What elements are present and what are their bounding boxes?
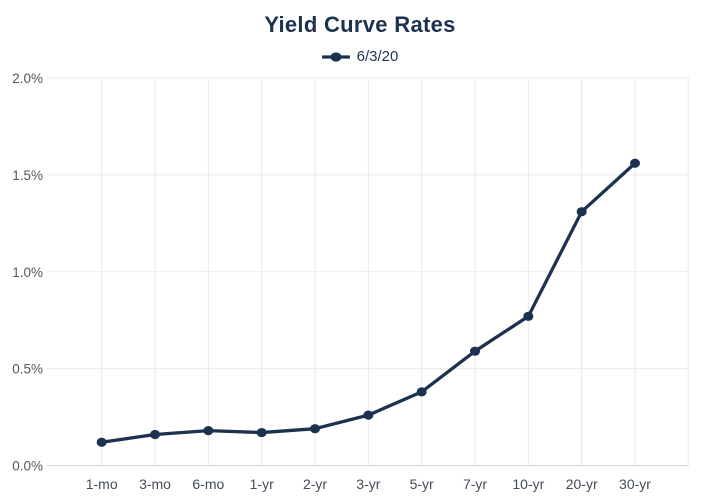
data-point[interactable] (256, 427, 267, 438)
y-tick-label: 1.5% (12, 168, 43, 183)
data-point[interactable] (523, 311, 534, 321)
y-tick-label: 0.5% (12, 362, 43, 377)
legend-label: 6/3/20 (356, 48, 399, 65)
data-point[interactable] (96, 437, 107, 447)
legend: 6/3/20 (0, 48, 720, 65)
y-tick-label: 2.0% (12, 71, 43, 86)
legend-item[interactable]: 6/3/20 (321, 48, 399, 65)
data-point[interactable] (470, 346, 481, 356)
data-point[interactable] (630, 158, 640, 168)
y-tick-label: 1.0% (12, 265, 43, 280)
x-tick-label: 20-yr (566, 476, 598, 492)
data-point[interactable] (576, 207, 587, 217)
x-tick-label: 6-mo (192, 476, 224, 492)
data-point[interactable] (150, 429, 161, 440)
x-tick-label: 2-yr (303, 476, 327, 492)
x-tick-label: 1-yr (250, 476, 274, 492)
data-point[interactable] (416, 387, 427, 397)
data-point[interactable] (310, 424, 321, 434)
x-tick-label: 30-yr (619, 476, 651, 492)
data-point[interactable] (363, 410, 374, 420)
chart-title: Yield Curve Rates (264, 12, 456, 37)
x-tick-label: 10-yr (512, 476, 544, 492)
x-tick-label: 5-yr (410, 476, 434, 492)
data-point[interactable] (203, 426, 214, 436)
x-tick-label: 3-mo (139, 476, 171, 492)
x-tick-label: 3-yr (356, 476, 380, 492)
x-tick-label: 1-mo (86, 476, 118, 492)
y-tick-label: 0.0% (12, 459, 43, 474)
series-marker-icon (321, 51, 350, 63)
x-tick-label: 7-yr (463, 476, 487, 492)
